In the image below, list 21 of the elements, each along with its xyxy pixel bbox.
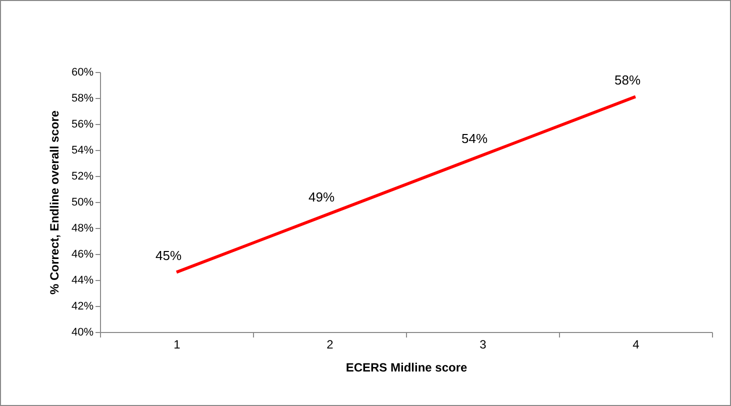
y-tick-label: 48% <box>71 222 94 234</box>
y-axis-title: % Correct, Endline overall score <box>47 110 62 295</box>
y-tick-label: 58% <box>71 92 94 104</box>
y-tick-label: 60% <box>71 66 94 78</box>
data-label: 54% <box>461 131 488 146</box>
y-tick-label: 44% <box>71 274 94 286</box>
x-axis-title: ECERS Midline score <box>346 360 468 374</box>
x-tick-label: 3 <box>480 338 487 352</box>
data-label: 49% <box>308 190 335 205</box>
data-label: 58% <box>614 72 641 88</box>
x-tick-label: 4 <box>632 338 640 352</box>
y-tick-label: 46% <box>71 248 94 260</box>
x-tick-label: 2 <box>326 338 334 352</box>
data-label: 45% <box>155 248 182 264</box>
y-tick-label: 54% <box>71 144 94 156</box>
x-tick-label: 1 <box>174 338 181 352</box>
y-tick-label: 42% <box>71 300 94 312</box>
y-tick-label: 40% <box>71 326 94 338</box>
y-tick-label: 50% <box>71 196 94 208</box>
y-tick-label: 52% <box>71 170 94 182</box>
y-tick-label: 56% <box>71 118 94 130</box>
